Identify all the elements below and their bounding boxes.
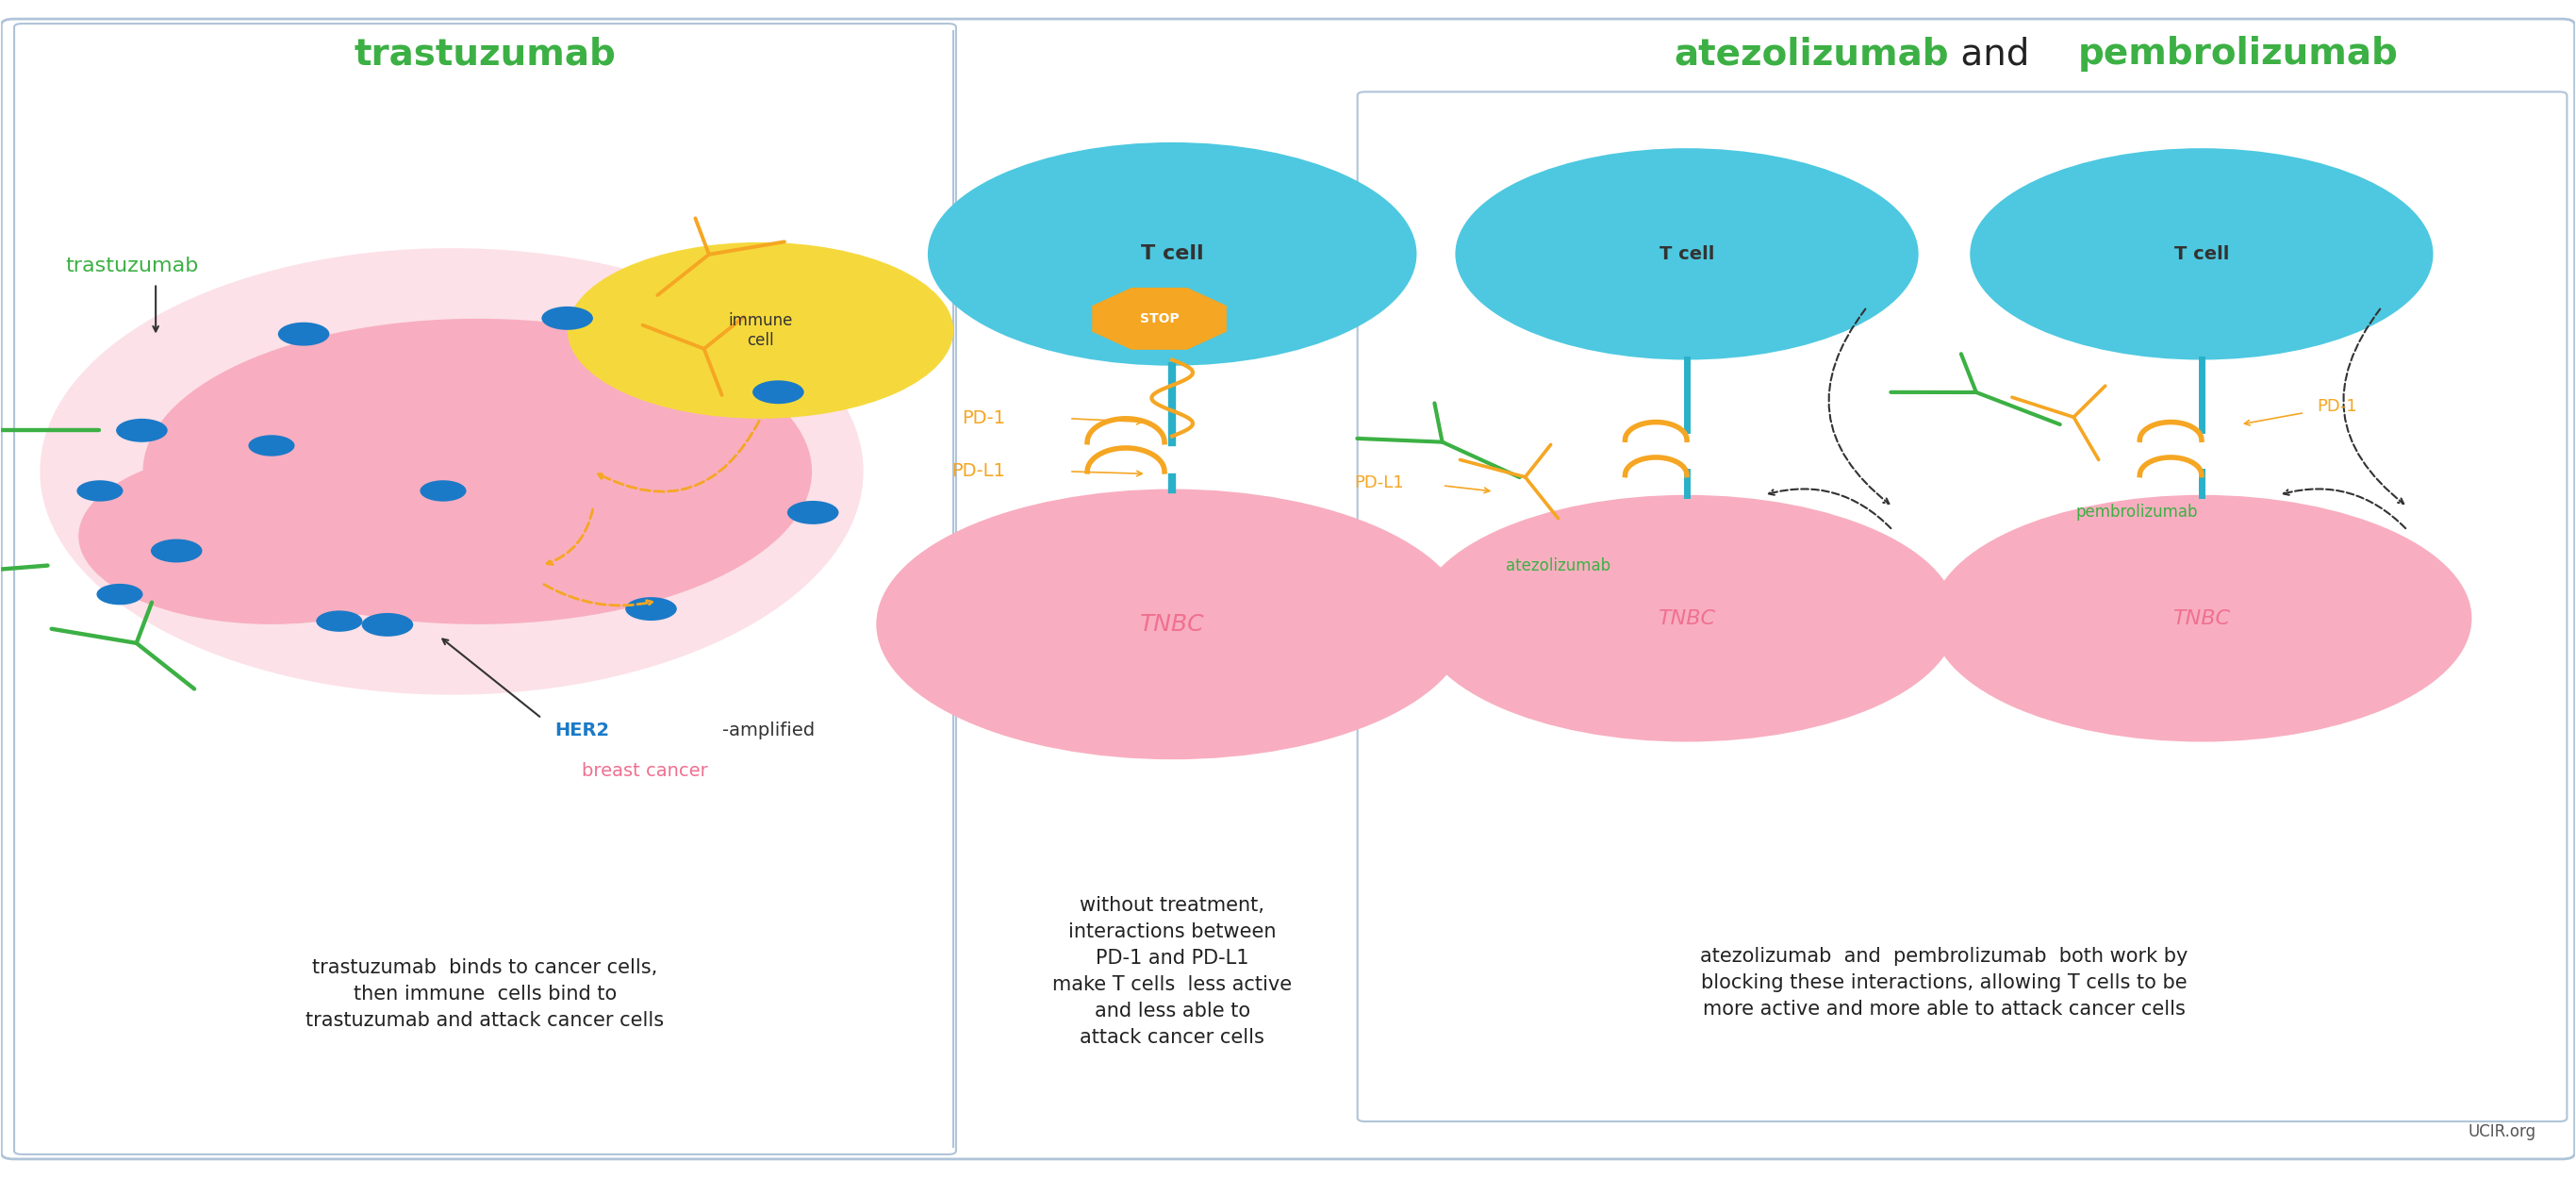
- Text: T cell: T cell: [1141, 245, 1203, 264]
- Circle shape: [152, 540, 204, 563]
- FancyBboxPatch shape: [15, 24, 956, 1154]
- Circle shape: [116, 418, 167, 442]
- FancyBboxPatch shape: [1358, 92, 2566, 1121]
- Text: PD-L1: PD-L1: [951, 463, 1005, 481]
- Text: STOP: STOP: [1139, 312, 1180, 325]
- Circle shape: [77, 448, 464, 624]
- Text: UCIR.org: UCIR.org: [2468, 1124, 2537, 1140]
- Text: PD-L1: PD-L1: [1355, 475, 1404, 491]
- Circle shape: [95, 584, 142, 604]
- Text: TNBC: TNBC: [1139, 613, 1206, 636]
- Circle shape: [317, 610, 363, 631]
- Text: pembrolizumab: pembrolizumab: [2076, 504, 2197, 521]
- Circle shape: [567, 243, 953, 418]
- Text: PD-1: PD-1: [961, 410, 1005, 428]
- Circle shape: [278, 323, 330, 346]
- Circle shape: [247, 435, 294, 456]
- Circle shape: [1417, 495, 1958, 742]
- Ellipse shape: [39, 249, 863, 695]
- Circle shape: [1455, 148, 1919, 359]
- Text: trastuzumab: trastuzumab: [64, 257, 198, 276]
- Text: atezolizumab  and  pembrolizumab  both work by
blocking these interactions, allo: atezolizumab and pembrolizumab both work…: [1700, 947, 2187, 1019]
- Circle shape: [77, 481, 124, 502]
- Circle shape: [541, 306, 592, 330]
- Circle shape: [142, 319, 811, 624]
- Text: trastuzumab  binds to cancer cells,
then immune  cells bind to
trastuzumab and a: trastuzumab binds to cancer cells, then …: [307, 959, 665, 1031]
- Text: T cell: T cell: [1659, 245, 1716, 263]
- Circle shape: [876, 489, 1468, 760]
- Text: without treatment,
interactions between
PD-1 and PD-L1
make T cells  less active: without treatment, interactions between …: [1054, 895, 1293, 1046]
- Text: atezolizumab: atezolizumab: [1507, 557, 1610, 574]
- Circle shape: [1932, 495, 2473, 742]
- Polygon shape: [1092, 289, 1226, 349]
- Text: atezolizumab: atezolizumab: [1674, 37, 1950, 72]
- Text: immune
cell: immune cell: [729, 312, 793, 349]
- Text: -amplified: -amplified: [721, 721, 814, 739]
- Text: TNBC: TNBC: [2172, 609, 2231, 628]
- Circle shape: [420, 481, 466, 502]
- Circle shape: [752, 380, 804, 404]
- Circle shape: [788, 501, 840, 524]
- Circle shape: [361, 613, 412, 636]
- Text: HER2: HER2: [554, 721, 611, 739]
- Text: T cell: T cell: [2174, 245, 2228, 263]
- Text: pembrolizumab: pembrolizumab: [2079, 37, 2398, 72]
- Text: and: and: [1950, 37, 2043, 72]
- Text: TNBC: TNBC: [1659, 609, 1716, 628]
- Text: breast cancer: breast cancer: [582, 762, 708, 780]
- Circle shape: [626, 597, 677, 621]
- Circle shape: [927, 143, 1417, 365]
- Text: trastuzumab: trastuzumab: [353, 37, 616, 72]
- Text: PD-1: PD-1: [2318, 398, 2357, 416]
- Circle shape: [1971, 148, 2434, 359]
